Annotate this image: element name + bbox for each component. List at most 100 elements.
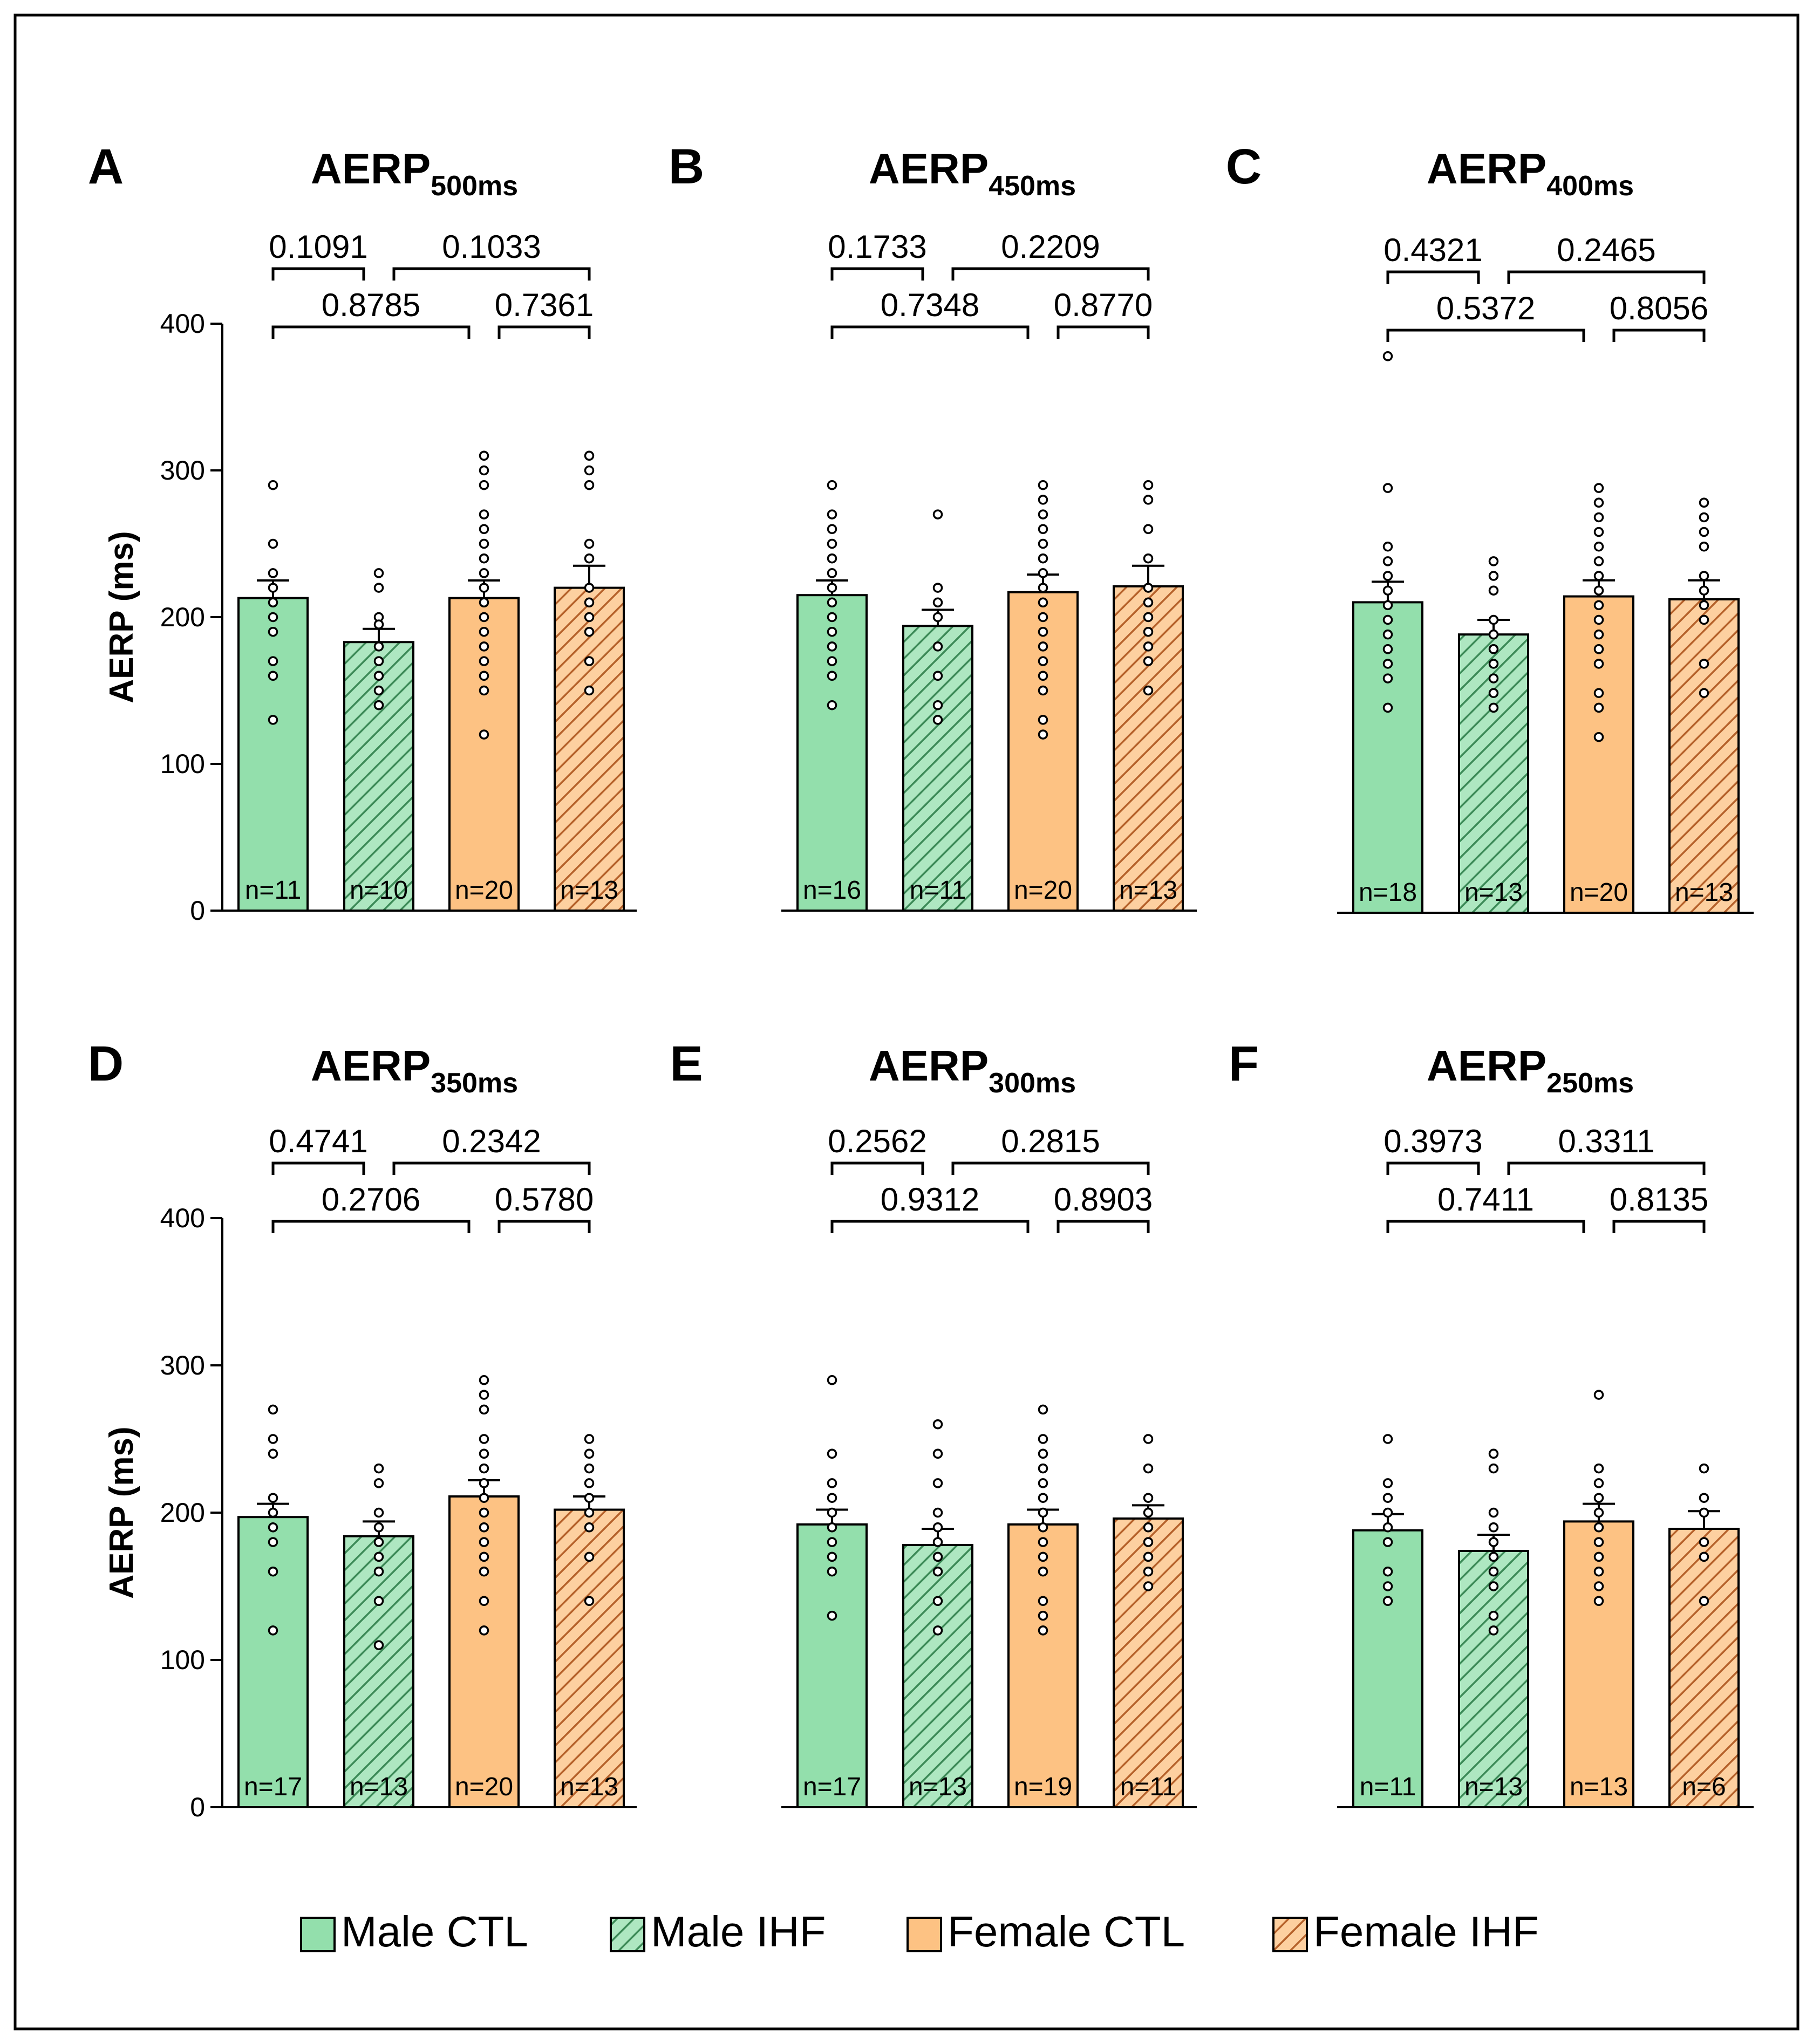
data-point — [479, 583, 489, 593]
panel-title: AERP400ms — [1427, 145, 1634, 202]
panel-d: D AERP350ms 0 100 200 300 400 AERP (ms) n=17 n=13… — [88, 1036, 637, 1822]
data-point — [268, 1404, 278, 1415]
bar-female-ihf — [1668, 598, 1740, 914]
data-point — [268, 1522, 278, 1533]
data-point — [827, 1448, 837, 1459]
title-subscript: 400ms — [1546, 170, 1634, 202]
data-point — [1488, 1522, 1499, 1533]
data-point — [1593, 527, 1604, 537]
data-point — [1382, 614, 1393, 625]
y-tick-label: 400 — [160, 309, 205, 339]
data-point — [1593, 1390, 1604, 1400]
bar-male-ihf — [902, 625, 973, 912]
data-point — [827, 626, 837, 637]
data-point — [479, 450, 489, 461]
title-main: AERP — [869, 1042, 989, 1090]
data-point — [932, 597, 943, 608]
data-point — [1593, 1551, 1604, 1562]
data-point — [932, 583, 943, 593]
data-point — [1038, 568, 1048, 578]
title-main: AERP — [869, 145, 989, 193]
bar-group-male-ihf: n=13 — [1458, 1448, 1529, 1808]
data-point — [1593, 1596, 1604, 1607]
data-point — [827, 1507, 837, 1518]
data-point — [932, 1596, 943, 1607]
p-value-label: 0.2562 — [828, 1123, 927, 1159]
data-point — [584, 480, 595, 490]
data-point — [1699, 1493, 1709, 1503]
bracket-line — [1612, 1220, 1706, 1233]
bracket-line — [271, 1161, 365, 1175]
data-point — [1143, 553, 1154, 564]
data-point — [1143, 685, 1154, 696]
data-point — [268, 480, 278, 490]
data-point — [268, 656, 278, 666]
bar-group-female-ctl: n=20 — [1007, 480, 1079, 912]
panel-letter: A — [88, 139, 124, 194]
n-label: n=18 — [1359, 878, 1417, 907]
p-value-label: 0.3973 — [1383, 1123, 1483, 1159]
y-tick-label: 400 — [160, 1203, 205, 1233]
data-point — [1593, 585, 1604, 596]
data-point — [1699, 571, 1709, 581]
data-point — [584, 450, 595, 461]
bar-group-female-ihf: n=13 — [1668, 497, 1740, 914]
comparison-bracket: 0.1033 — [392, 229, 591, 281]
panel-letter: F — [1229, 1036, 1259, 1091]
bar-group-male-ctl: n=16 — [796, 480, 868, 912]
legend-item-male-ctl: Male CTL — [300, 1908, 528, 1956]
data-point — [1593, 571, 1604, 581]
data-point — [479, 656, 489, 666]
data-point — [1038, 583, 1048, 593]
data-point — [1038, 685, 1048, 696]
data-point — [268, 626, 278, 637]
n-label: n=20 — [455, 1773, 513, 1801]
data-point — [1488, 1507, 1499, 1518]
data-point — [1699, 1551, 1709, 1562]
data-point — [1593, 732, 1604, 742]
bar-male-ihf — [1458, 1549, 1529, 1808]
data-point — [1038, 538, 1048, 549]
data-point — [1488, 629, 1499, 640]
data-point — [1038, 641, 1048, 652]
bracket-line — [1507, 1161, 1706, 1175]
data-point — [1143, 597, 1154, 608]
p-value-label: 0.7411 — [1437, 1181, 1534, 1218]
bar-female-ctl — [1563, 1520, 1634, 1808]
data-point — [1488, 688, 1499, 698]
data-point — [1699, 1596, 1709, 1607]
data-point — [373, 656, 384, 666]
panel-title: AERP300ms — [869, 1042, 1076, 1099]
data-point — [268, 568, 278, 578]
data-point — [1699, 497, 1709, 508]
data-point — [1488, 644, 1499, 654]
data-point — [1382, 1537, 1393, 1547]
title-main: AERP — [311, 145, 431, 193]
legend-swatch — [610, 1917, 645, 1952]
data-point — [268, 538, 278, 549]
n-label: n=20 — [1570, 878, 1628, 907]
data-point — [373, 568, 384, 578]
bracket-line — [830, 325, 1030, 339]
data-point — [1488, 1625, 1499, 1636]
data-point — [584, 465, 595, 476]
data-point — [373, 1566, 384, 1577]
p-value-label: 0.5780 — [495, 1181, 594, 1218]
panel-letter: C — [1226, 139, 1262, 194]
data-point — [373, 1522, 384, 1533]
data-point — [1699, 1463, 1709, 1474]
data-point — [827, 1610, 837, 1621]
data-point — [1382, 542, 1393, 552]
panel-e: E AERP300ms n=17 n=13 n=19 n=11 0.2562 0.2815 0.… — [670, 1036, 1197, 1809]
bar-group-male-ihf: n=13 — [343, 1463, 414, 1808]
data-point — [932, 1522, 943, 1533]
data-point — [827, 1551, 837, 1562]
data-point — [584, 685, 595, 696]
data-point — [479, 612, 489, 623]
title-subscript: 350ms — [431, 1068, 518, 1099]
data-point — [1593, 542, 1604, 552]
data-point — [827, 524, 837, 535]
bar-male-ctl — [237, 1516, 309, 1808]
y-tick-label: 0 — [190, 1792, 205, 1822]
comparison-bracket: 0.4321 — [1383, 232, 1483, 284]
